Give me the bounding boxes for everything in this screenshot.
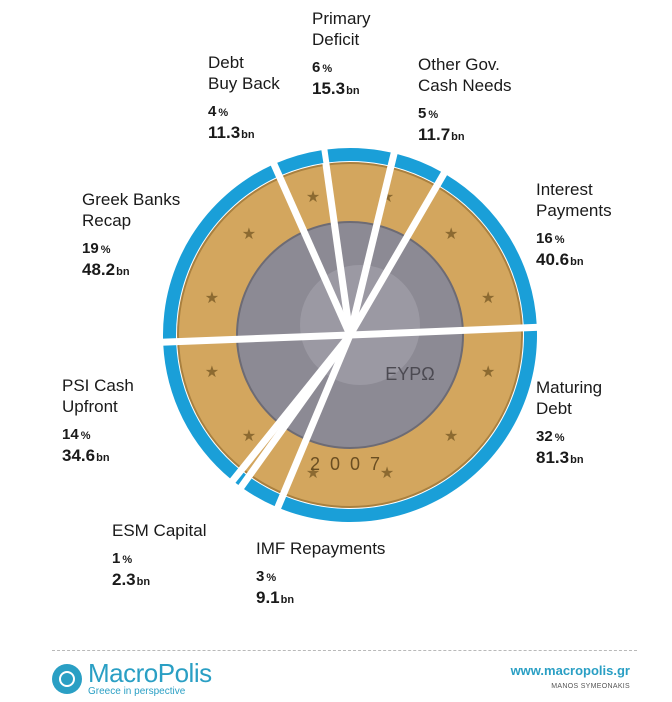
slice-category-label: IMF Repayments xyxy=(256,539,385,558)
ring-segments xyxy=(161,147,539,522)
slice-percent-label: 16% xyxy=(536,230,565,247)
slice-category-label: Recap xyxy=(82,211,131,230)
coin-star-icon: ★ xyxy=(306,465,320,482)
slice-separator xyxy=(273,333,354,511)
author-credit: MANOS SYMEONAKIS xyxy=(551,683,630,690)
slice-separator xyxy=(269,160,354,337)
slice-percent-label: 6% xyxy=(312,59,332,76)
slice-separator xyxy=(346,169,449,337)
slice-category-label: Debt xyxy=(536,399,572,418)
ring-segment-7 xyxy=(163,165,278,340)
slice-separator xyxy=(228,332,353,485)
slice-label-5: ESM Capital 1 % 2.3bn xyxy=(112,521,206,589)
slice-amount-label: 34.6bn xyxy=(62,446,110,465)
ring-segment-5 xyxy=(234,472,247,486)
coin-star-icon: ★ xyxy=(444,226,458,243)
slice-category-label: Maturing xyxy=(536,378,602,397)
coin-star-icon: ★ xyxy=(380,465,394,482)
ring-segment-6 xyxy=(163,344,239,480)
footer-divider xyxy=(52,650,637,651)
slice-separator xyxy=(320,147,354,336)
coin-star-icon: ★ xyxy=(242,226,256,243)
slice-separator xyxy=(349,323,539,339)
slice-separator xyxy=(346,150,399,336)
ring-segment-2 xyxy=(439,174,537,326)
slice-amount-label: 15.3bn xyxy=(312,79,360,98)
slice-percent-label: 5% xyxy=(418,105,438,122)
coin-star-icon: ★ xyxy=(444,428,458,445)
coin-star-icon: ★ xyxy=(242,428,256,445)
ring-segment-1 xyxy=(393,153,442,184)
macropolis-logo[interactable]: MacroPolis Greece in perspective xyxy=(52,660,212,698)
ring-segment-4 xyxy=(243,477,281,507)
slice-percent-label: 32% xyxy=(536,428,565,445)
slice-amount-label: 9.1bn xyxy=(256,588,294,607)
slice-amount-label: 40.6bn xyxy=(536,250,584,269)
slice-percent-label: 14% xyxy=(62,426,91,443)
slice-amount-label: 48.2bn xyxy=(82,260,130,279)
slice-category-label: Interest xyxy=(536,180,593,199)
slice-category-label: Greek Banks xyxy=(82,190,180,209)
slice-category-label: Payments xyxy=(536,201,612,220)
slice-category-label: Cash Needs xyxy=(418,76,512,95)
slice-category-label: Debt xyxy=(208,53,244,72)
slice-category-label: Buy Back xyxy=(208,74,280,93)
coin-star-icon: ★ xyxy=(481,290,495,307)
slice-label-4: IMF Repayments 3 % 9.1bn xyxy=(256,539,385,607)
ring-segment-8 xyxy=(276,150,324,176)
website-link[interactable]: www.macropolis.gr xyxy=(510,663,630,678)
slice-category-label: Deficit xyxy=(312,30,360,49)
slice-category-label: Primary xyxy=(312,9,371,28)
ring-segment-3 xyxy=(280,329,537,522)
slice-amount-label: 11.3bn xyxy=(208,123,255,142)
slice-label-1: Other Gov. Cash Needs 5 % 11.7bn xyxy=(418,55,512,144)
slice-percent-label: 19% xyxy=(82,240,111,257)
coin-star-icon: ★ xyxy=(306,189,320,206)
slice-category-label: Other Gov. xyxy=(418,55,500,74)
slice-category-label: PSI Cash xyxy=(62,376,134,395)
slice-label-8: Debt Buy Back 4 % 11.3bn xyxy=(208,53,280,142)
logo-mark-icon xyxy=(52,664,82,694)
slice-label-2: Interest Payments 16 % 40.6bn xyxy=(536,180,612,269)
coin-inscription: ΕΥΡΩ xyxy=(385,364,434,384)
coin-year: 2007 xyxy=(310,454,390,474)
slice-percent-label: 3% xyxy=(256,568,276,585)
slice-amount-label: 11.7bn xyxy=(418,125,465,144)
slice-label-3: Maturing Debt 32 % 81.3bn xyxy=(536,378,602,467)
slice-separator xyxy=(161,331,351,346)
ring-segment-0 xyxy=(326,148,392,166)
coin-star-icon: ★ xyxy=(205,290,219,307)
slice-label-6: PSI Cash Upfront 14 % 34.6bn xyxy=(62,376,134,465)
slice-percent-label: 4% xyxy=(208,103,228,120)
slice-amount-label: 2.3bn xyxy=(112,570,150,589)
slice-amount-label: 81.3bn xyxy=(536,448,584,467)
slice-category-label: ESM Capital xyxy=(112,521,206,540)
slice-category-label: Upfront xyxy=(62,397,118,416)
brand-name: MacroPolis xyxy=(88,658,212,688)
coin-star-icon: ★ xyxy=(205,364,219,381)
slice-label-0: Primary Deficit 6 % 15.3bn xyxy=(312,9,371,98)
brand-tagline: Greece in perspective xyxy=(88,686,186,697)
slice-percent-label: 1% xyxy=(112,550,132,567)
coin-star-icon: ★ xyxy=(481,364,495,381)
slice-label-7: Greek Banks Recap 19 % 48.2bn xyxy=(82,190,180,279)
